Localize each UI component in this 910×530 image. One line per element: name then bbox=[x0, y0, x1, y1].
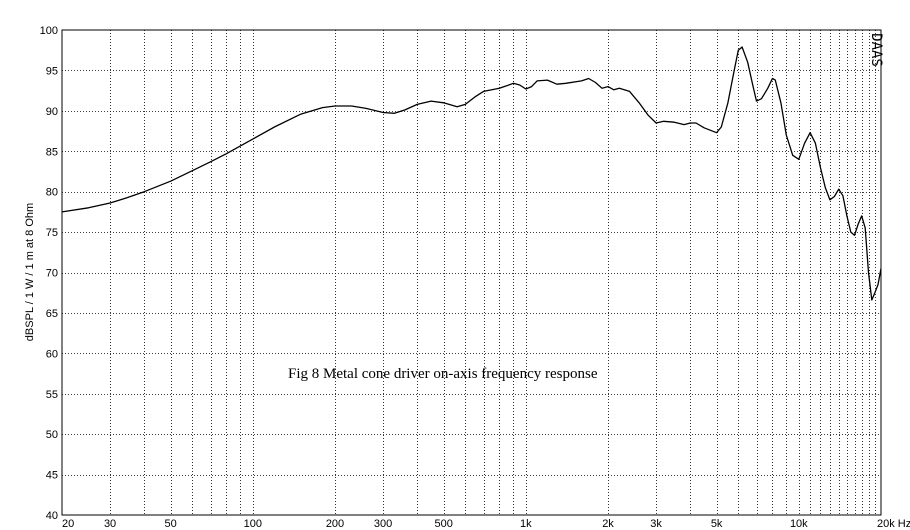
y-tick-label: 80 bbox=[46, 187, 58, 199]
y-tick-label: 90 bbox=[46, 106, 58, 118]
y-tick-label: 100 bbox=[40, 25, 58, 37]
x-tick-label: 20k Hz bbox=[877, 518, 910, 530]
x-tick-label: 1k bbox=[520, 518, 532, 530]
x-tick-label: 20 bbox=[62, 518, 74, 530]
y-axis-label: dBSPL / 1 W / 1 m at 8 Ohm bbox=[24, 203, 36, 341]
frequency-response-curve bbox=[61, 46, 882, 301]
daas-watermark: DAAS bbox=[868, 33, 884, 67]
y-tick-label: 65 bbox=[46, 308, 58, 320]
x-tick-label: 100 bbox=[244, 518, 262, 530]
y-tick-label: 70 bbox=[46, 268, 58, 280]
x-tick-label: 300 bbox=[374, 518, 392, 530]
y-tick-label: 75 bbox=[46, 227, 58, 239]
y-tick-label: 40 bbox=[46, 510, 58, 522]
x-tick-label: 500 bbox=[434, 518, 452, 530]
plot-area bbox=[62, 30, 881, 515]
x-tick-label: 10k bbox=[790, 518, 808, 530]
x-tick-label: 3k bbox=[650, 518, 662, 530]
y-tick-label: 60 bbox=[46, 348, 58, 360]
y-tick-label: 45 bbox=[46, 470, 58, 482]
figure-annotation: Fig 8 Metal cone driver on-axis frequenc… bbox=[288, 366, 598, 382]
y-tick-label: 55 bbox=[46, 389, 58, 401]
y-tick-label: 85 bbox=[46, 146, 58, 158]
x-tick-label: 200 bbox=[326, 518, 344, 530]
x-tick-label: 5k bbox=[711, 518, 723, 530]
y-tick-label: 50 bbox=[46, 429, 58, 441]
x-tick-label: 2k bbox=[602, 518, 614, 530]
plot-frame bbox=[61, 29, 882, 516]
y-tick-labels: 40 45 50 55 60 65 70 75 80 85 90 95 100 bbox=[40, 25, 58, 522]
x-tick-label: 30 bbox=[104, 518, 116, 530]
x-tick-label: 50 bbox=[165, 518, 177, 530]
y-tick-label: 95 bbox=[46, 65, 58, 77]
x-tick-labels: 20 30 50 100 200 300 500 1k 2k 3k 5k 10k 20k Hz bbox=[62, 518, 910, 530]
